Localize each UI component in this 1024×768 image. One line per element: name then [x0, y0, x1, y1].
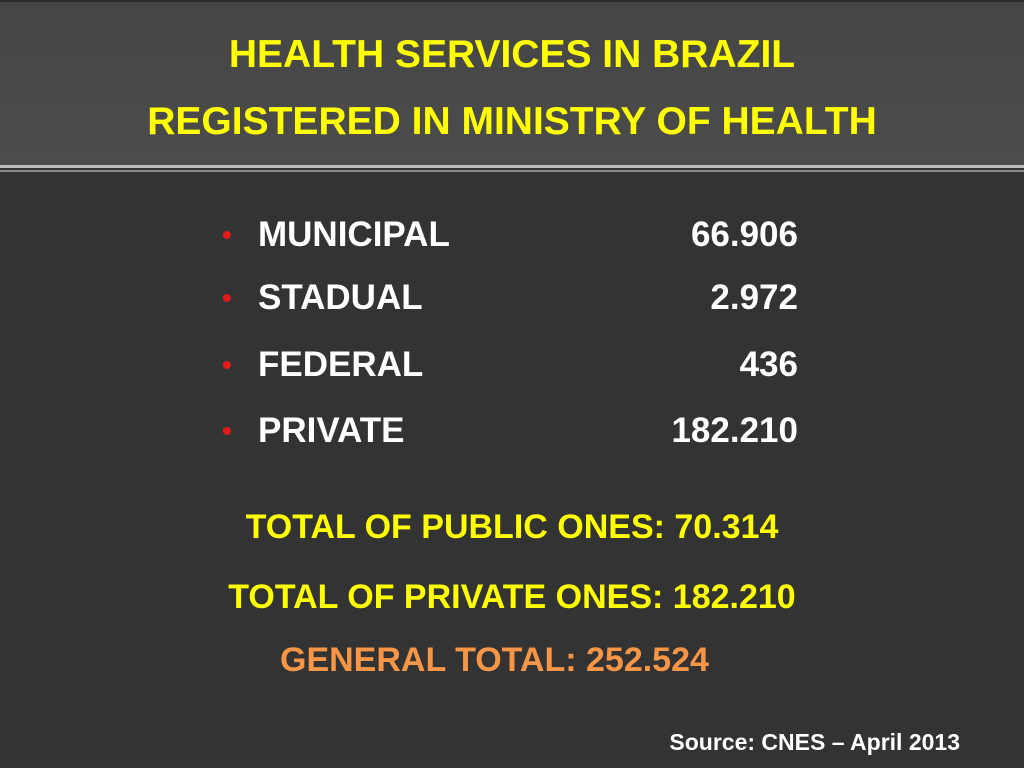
separator: [0, 165, 1024, 168]
item-value: 436: [739, 345, 798, 384]
general-total: GENERAL TOTAL: 252.524: [280, 641, 709, 679]
list-item: • PRIVATE 182.210: [0, 408, 1024, 454]
item-value: 182.210: [671, 411, 798, 450]
header-band: [0, 0, 1024, 165]
total-line: TOTAL OF PUBLIC ONES: 70.314: [245, 508, 779, 546]
bullet: •: [222, 415, 232, 446]
item-label: PRIVATE: [258, 411, 405, 450]
list-item: • FEDERAL 436: [0, 342, 1024, 388]
bullet: •: [222, 349, 232, 380]
item-label: STADUAL: [258, 278, 423, 317]
list-item: • STADUAL 2.972: [0, 275, 1024, 321]
bullet: •: [222, 219, 232, 250]
source: Source: CNES – April 2013: [669, 729, 960, 755]
total-line: TOTAL OF PRIVATE ONES: 182.210: [228, 578, 796, 616]
bullet: •: [222, 282, 232, 313]
item-value: 2.972: [710, 278, 798, 317]
title-line: REGISTERED IN MINISTRY OF HEALTH: [147, 100, 877, 143]
item-label: FEDERAL: [258, 345, 424, 384]
item-label: MUNICIPAL: [258, 215, 450, 254]
separator: [0, 170, 1024, 172]
title-line: HEALTH SERVICES IN BRAZIL: [228, 33, 796, 76]
list-item: • MUNICIPAL 66.906: [0, 212, 1024, 258]
item-value: 66.906: [690, 215, 798, 254]
